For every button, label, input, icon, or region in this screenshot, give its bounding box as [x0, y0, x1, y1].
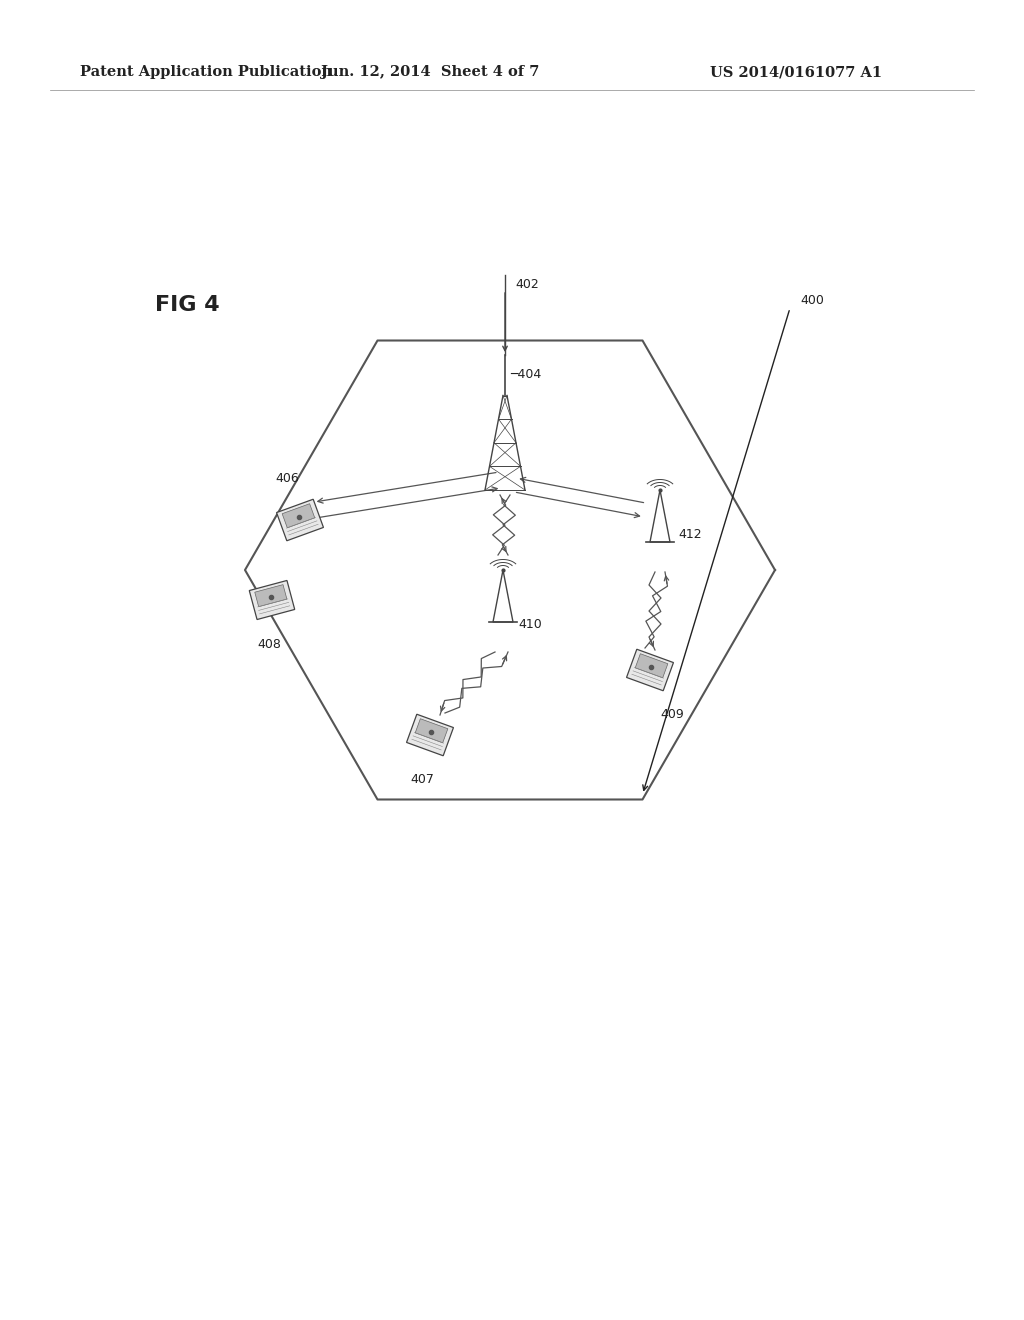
Text: Patent Application Publication: Patent Application Publication: [80, 65, 332, 79]
Bar: [249, 581, 295, 619]
Bar: [255, 585, 287, 607]
Bar: [415, 718, 447, 743]
Text: 408: 408: [257, 638, 281, 651]
Text: 410: 410: [518, 619, 542, 631]
Text: ─404: ─404: [510, 368, 542, 381]
Text: US 2014/0161077 A1: US 2014/0161077 A1: [710, 65, 882, 79]
Bar: [276, 499, 324, 541]
Text: 409: 409: [660, 708, 684, 721]
Bar: [627, 649, 674, 690]
Text: 402: 402: [515, 279, 539, 292]
Text: 407: 407: [410, 774, 434, 785]
Text: 412: 412: [678, 528, 701, 541]
Text: 406: 406: [275, 473, 299, 484]
Text: FIG 4: FIG 4: [155, 294, 219, 315]
Bar: [407, 714, 454, 756]
Bar: [635, 653, 668, 678]
Text: Jun. 12, 2014  Sheet 4 of 7: Jun. 12, 2014 Sheet 4 of 7: [321, 65, 540, 79]
Text: 400: 400: [800, 293, 824, 306]
Bar: [283, 504, 314, 528]
